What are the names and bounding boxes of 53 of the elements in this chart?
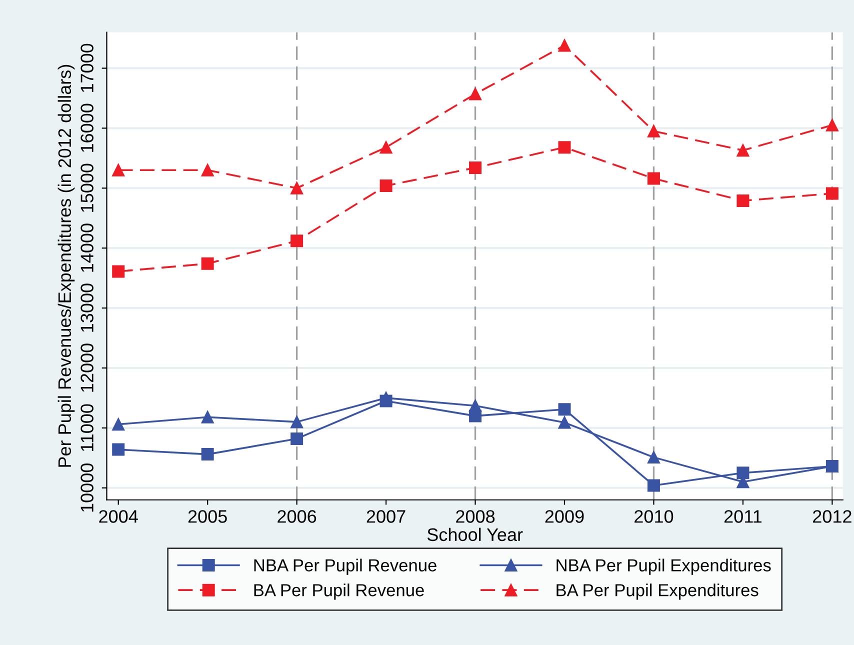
- y-tick-label: 10000: [80, 463, 94, 512]
- point: [112, 418, 125, 431]
- point: [558, 416, 571, 429]
- point: [558, 39, 571, 52]
- y-tick-label: 12000: [80, 344, 94, 392]
- point: [290, 416, 304, 428]
- x-tick-label: 2004: [99, 510, 138, 523]
- y-tick-label: 17000: [80, 44, 94, 92]
- y-tick-label: 16000: [80, 104, 94, 152]
- y-tick-label: 11000: [80, 404, 94, 451]
- x-tick-label: 2012: [813, 510, 852, 523]
- x-tick-label: 2011: [724, 510, 762, 523]
- y-tick-label: 14000: [80, 224, 94, 272]
- x-axis-title: School Year: [427, 528, 523, 542]
- x-tick-label: 2006: [278, 510, 316, 523]
- point: [201, 410, 214, 424]
- legend-label: BA Per Pupil Revenue: [254, 584, 424, 600]
- point: [469, 161, 482, 174]
- point: [201, 257, 214, 270]
- point: [558, 403, 571, 416]
- point: [736, 194, 750, 207]
- point: [201, 164, 214, 176]
- point: [736, 466, 750, 480]
- point: [290, 182, 304, 194]
- point: [112, 164, 125, 176]
- point: [112, 443, 125, 456]
- legend-label: NBA Per Pupil Expenditures: [556, 558, 771, 575]
- x-tick-label: 2008: [456, 510, 495, 523]
- point: [647, 451, 660, 464]
- x-tick-label: 2007: [366, 510, 406, 523]
- y-axis-title: Per Pupil Revenues/Expenditures (in 2012 dollars): [58, 64, 75, 467]
- point: [826, 118, 838, 132]
- y-tick-label: 13000: [80, 284, 94, 332]
- point: [736, 144, 750, 157]
- point: [647, 479, 660, 492]
- x-tick-label: 2010: [634, 510, 674, 523]
- point: [201, 448, 214, 461]
- point: [380, 179, 392, 192]
- legend-label: NBA Per Pupil Revenue: [254, 558, 436, 575]
- point: [290, 432, 304, 445]
- point: [112, 265, 125, 278]
- legend-label: BA Per Pupil Expenditures: [556, 584, 758, 600]
- point: [469, 88, 482, 100]
- point: [380, 141, 392, 154]
- point: [469, 400, 482, 412]
- point: [647, 124, 660, 138]
- y-tick-label: 15000: [80, 164, 94, 212]
- x-tick-label: 2005: [188, 510, 227, 523]
- point: [647, 172, 660, 185]
- point: [290, 234, 304, 248]
- x-tick-label: 2009: [545, 510, 584, 523]
- point: [826, 187, 838, 200]
- point: [558, 141, 571, 154]
